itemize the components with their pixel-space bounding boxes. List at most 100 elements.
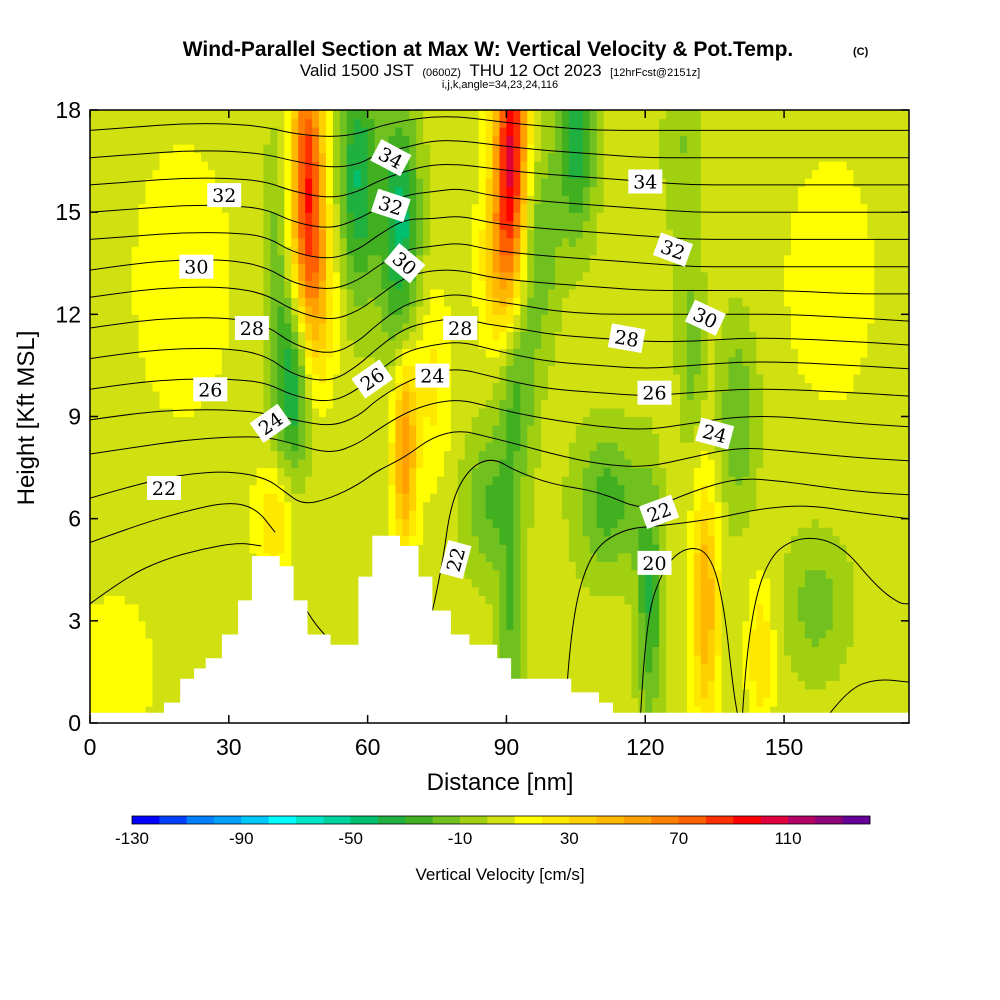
velocity-cell (457, 612, 466, 622)
velocity-cell (159, 212, 167, 222)
velocity-cell (520, 450, 528, 460)
velocity-cell (221, 442, 230, 452)
velocity-cell (235, 425, 244, 435)
velocity-cell (277, 144, 285, 154)
velocity-cell (492, 110, 501, 120)
velocity-cell (131, 220, 140, 230)
velocity-cell (277, 467, 285, 477)
velocity-cell (402, 425, 410, 435)
velocity-cell (305, 118, 313, 128)
velocity-cell (173, 561, 181, 571)
velocity-cell (541, 365, 549, 375)
velocity-cell (235, 178, 244, 188)
velocity-cell (201, 561, 209, 571)
velocity-cell (180, 110, 188, 120)
velocity-cell (201, 425, 209, 435)
velocity-cell (166, 195, 174, 205)
velocity-cell (173, 135, 181, 145)
velocity-cell (194, 476, 202, 486)
velocity-cell (548, 407, 556, 418)
velocity-cell (534, 314, 542, 324)
velocity-cell (430, 569, 438, 579)
velocity-cell (430, 535, 438, 545)
velocity-cell (194, 416, 202, 426)
velocity-cell (180, 603, 188, 613)
velocity-cell (201, 595, 209, 605)
velocity-cell (492, 535, 501, 545)
velocity-cell (221, 322, 230, 332)
velocity-cell (319, 263, 327, 273)
velocity-cell (464, 186, 473, 196)
velocity-cell (478, 229, 487, 239)
velocity-cell (478, 612, 487, 622)
velocity-cell (492, 484, 501, 494)
velocity-cell (513, 569, 521, 579)
velocity-cell (110, 271, 119, 281)
velocity-cell (235, 450, 244, 460)
velocity-cell (152, 186, 161, 196)
velocity-cell (90, 688, 98, 699)
velocity-cell (173, 510, 181, 520)
velocity-cell (110, 697, 119, 707)
velocity-cell (103, 169, 112, 179)
velocity-cell (249, 501, 258, 511)
velocity-cell (145, 237, 154, 247)
velocity-cell (409, 407, 417, 418)
velocity-cell (145, 118, 154, 128)
velocity-cell (110, 399, 119, 409)
velocity-cell (117, 586, 126, 596)
velocity-cell (332, 407, 341, 418)
velocity-cell (201, 586, 209, 596)
velocity-cell (367, 399, 376, 409)
velocity-cell (374, 246, 383, 256)
velocity-cell (402, 314, 410, 324)
velocity-cell (173, 569, 181, 579)
velocity-cell (96, 595, 105, 605)
velocity-cell (520, 356, 528, 367)
velocity-cell (534, 552, 542, 562)
velocity-cell (298, 586, 306, 596)
velocity-cell (312, 348, 320, 358)
velocity-cell (353, 297, 362, 307)
velocity-cell (270, 305, 278, 315)
velocity-cell (166, 127, 174, 137)
velocity-cell (450, 612, 459, 622)
velocity-cell (555, 612, 563, 622)
velocity-cell (437, 586, 445, 596)
velocity-cell (395, 425, 403, 435)
velocity-cell (513, 416, 521, 426)
velocity-cell (346, 322, 355, 332)
velocity-cell (485, 314, 494, 324)
velocity-cell (159, 365, 167, 375)
velocity-cell (541, 305, 549, 315)
velocity-cell (513, 110, 521, 120)
velocity-cell (360, 425, 369, 435)
velocity-cell (187, 178, 195, 188)
velocity-cell (180, 169, 188, 179)
velocity-cell (506, 399, 514, 409)
velocity-cell (513, 356, 521, 367)
velocity-cell (332, 195, 341, 205)
velocity-cell (332, 322, 341, 332)
velocity-cell (534, 203, 542, 213)
velocity-cell (117, 254, 126, 264)
velocity-cell (513, 603, 521, 613)
velocity-cell (506, 569, 514, 579)
velocity-cell (131, 263, 140, 273)
velocity-cell (423, 237, 431, 247)
chart-subtitle: Valid 1500 JST (0600Z) THU 12 Oct 2023 [… (300, 61, 700, 80)
velocity-cell (353, 535, 362, 545)
velocity-cell (138, 161, 147, 171)
velocity-cell (96, 314, 105, 324)
velocity-cell (298, 144, 306, 154)
velocity-cell (159, 595, 167, 605)
velocity-cell (159, 246, 167, 256)
velocity-cell (187, 246, 195, 256)
velocity-cell (138, 671, 147, 682)
velocity-cell (305, 161, 313, 171)
velocity-cell (201, 195, 209, 205)
velocity-cell (478, 450, 487, 460)
velocity-cell (103, 161, 112, 171)
velocity-cell (270, 212, 278, 222)
velocity-cell (402, 459, 410, 469)
